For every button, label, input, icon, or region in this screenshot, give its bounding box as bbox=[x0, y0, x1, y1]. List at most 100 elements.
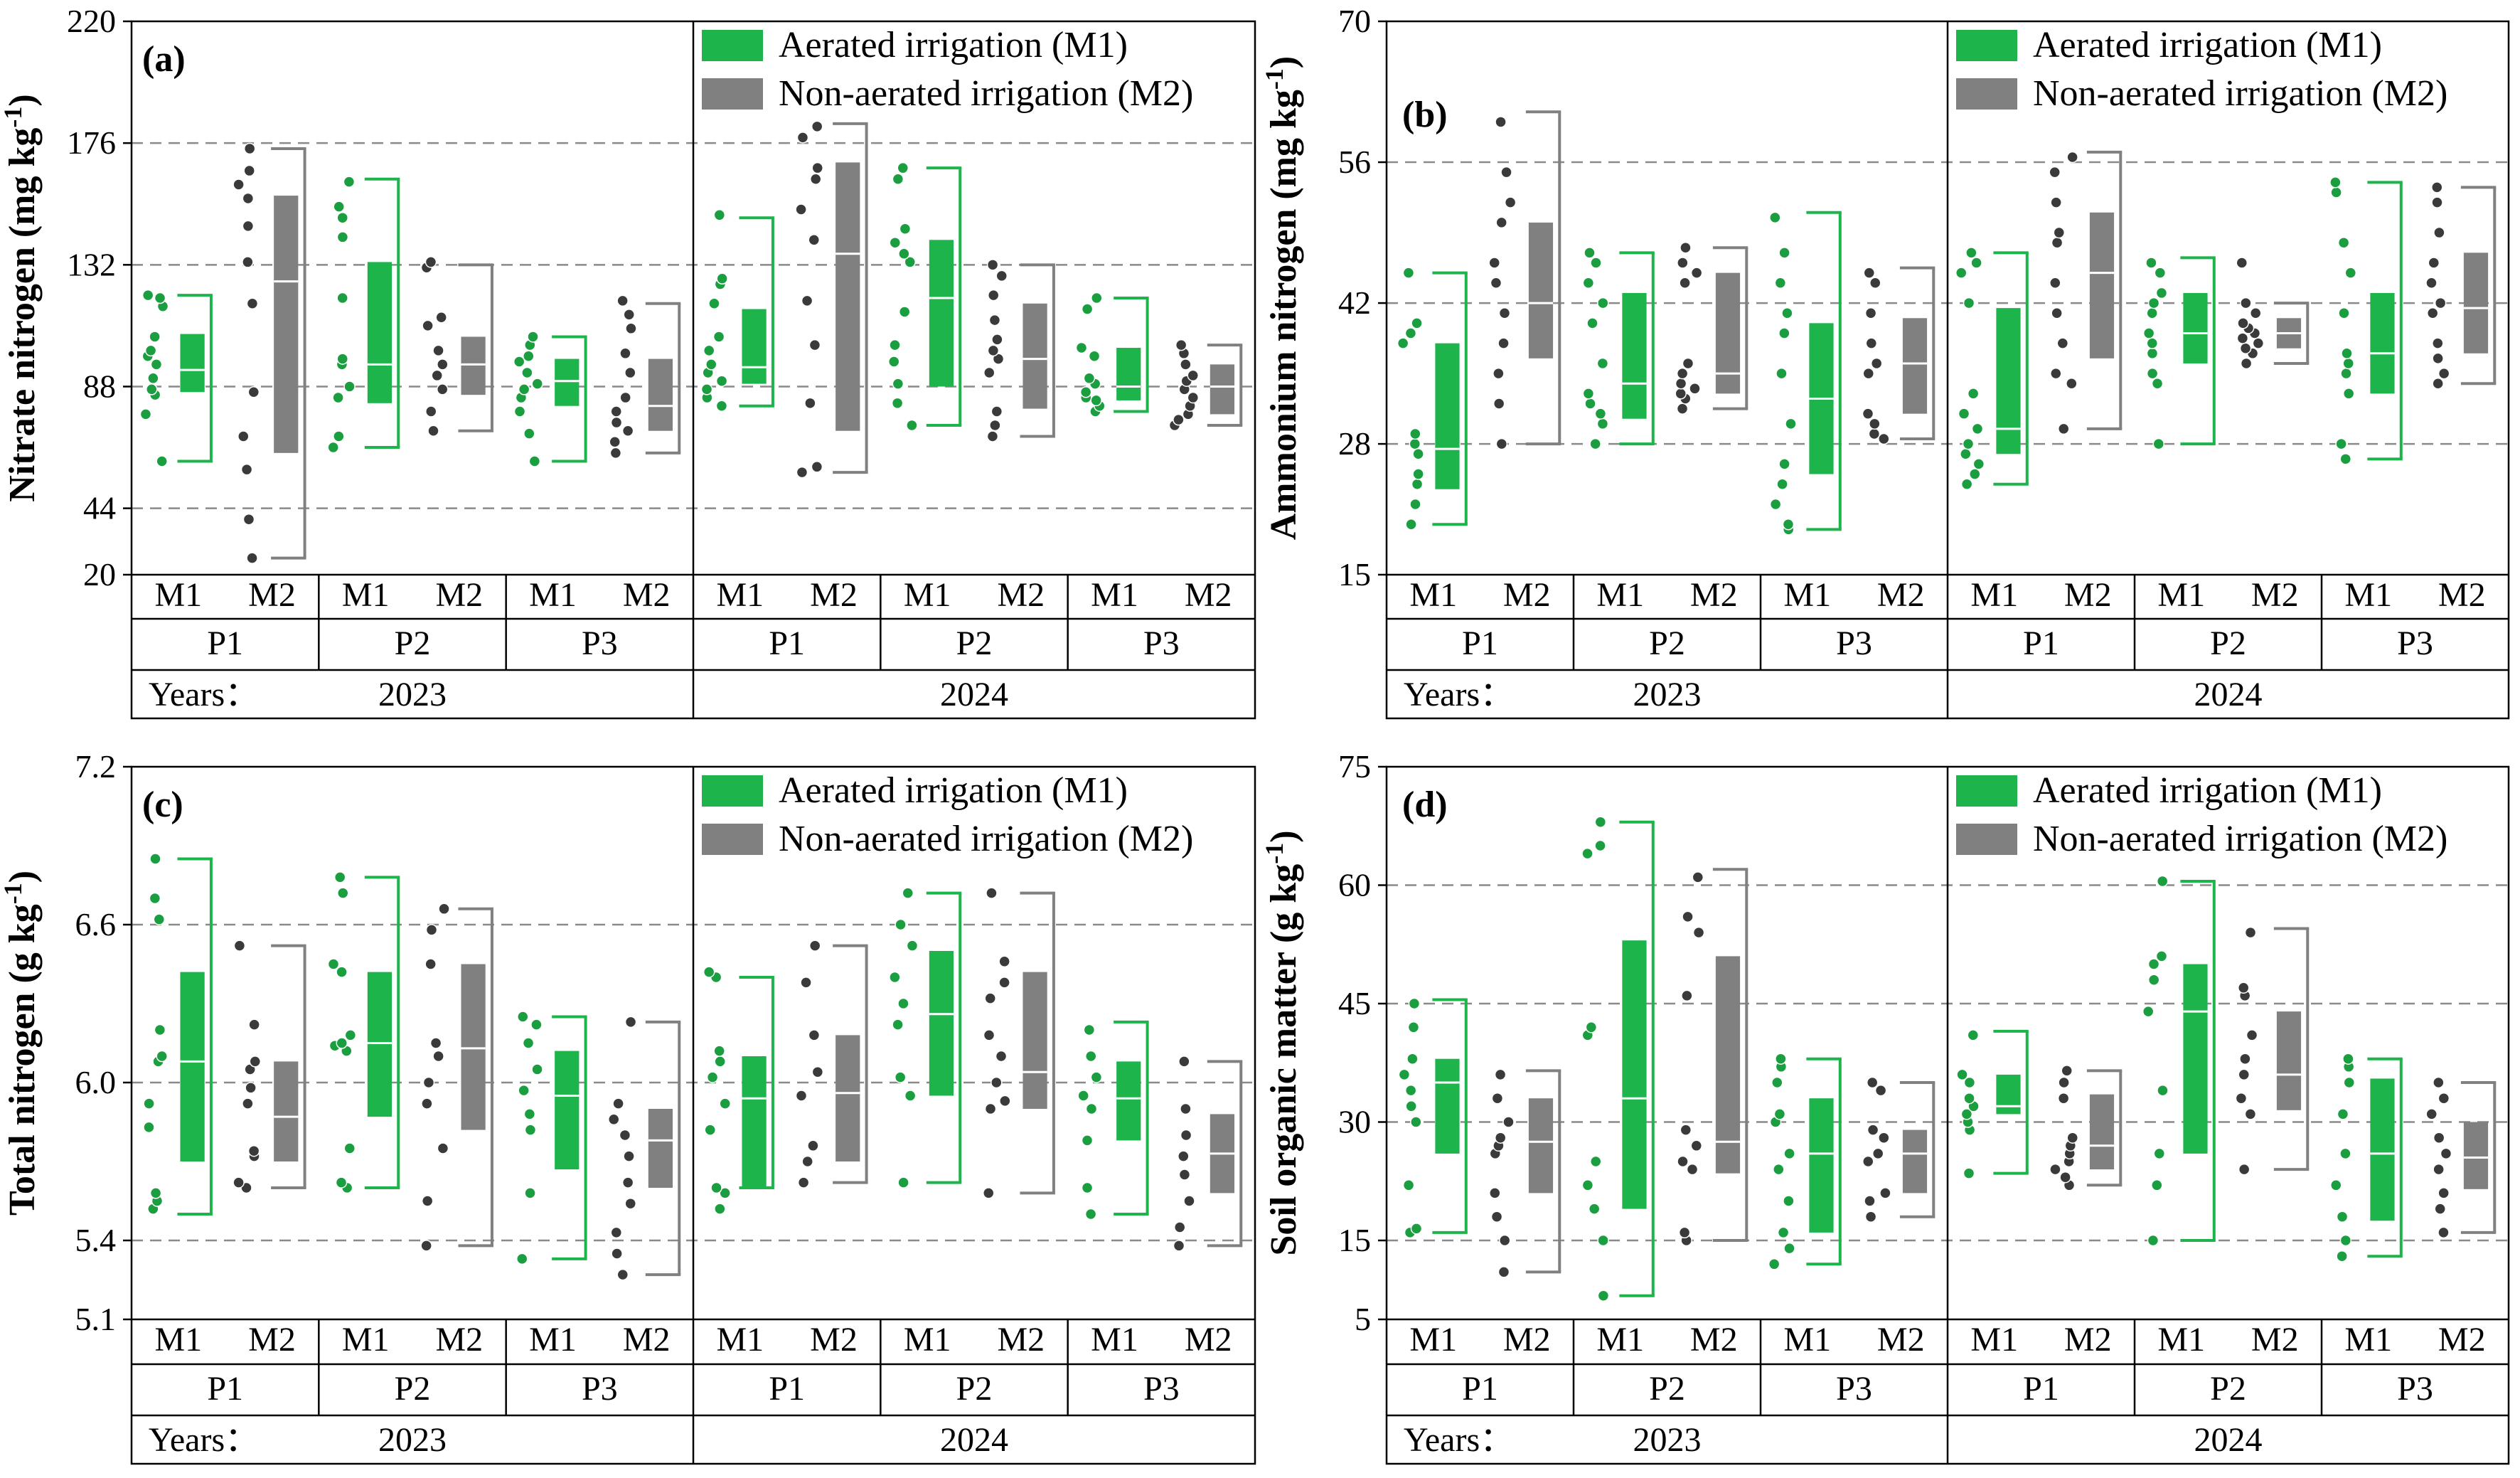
data-point bbox=[2156, 875, 2169, 888]
data-point bbox=[1404, 327, 1417, 339]
y-axis-title-main: Nitrate nitrogen (mg kg bbox=[2, 128, 43, 502]
data-point bbox=[719, 1097, 731, 1110]
data-point bbox=[2147, 297, 2160, 309]
data-point bbox=[1173, 1221, 1186, 1233]
method-label: M2 bbox=[248, 576, 296, 614]
box-iqr bbox=[1435, 343, 1460, 489]
data-point bbox=[237, 430, 250, 442]
panel-d: 5 15 30 45 60 75 Soil organic matter (g kg-1) (… bbox=[1260, 748, 2510, 1465]
method-label: M2 bbox=[1185, 576, 1232, 614]
data-point bbox=[1083, 372, 1096, 385]
data-point bbox=[705, 358, 717, 371]
data-point bbox=[983, 1187, 995, 1199]
y-tick-label: 5 bbox=[1355, 1301, 1371, 1337]
method-label: M2 bbox=[435, 576, 483, 614]
data-point bbox=[1504, 196, 1517, 208]
period-label: P3 bbox=[1143, 624, 1180, 662]
method-label: M2 bbox=[2438, 1321, 2486, 1359]
data-point bbox=[1493, 398, 1505, 410]
year-label-2023: 2023 bbox=[378, 676, 447, 713]
data-point bbox=[712, 331, 725, 343]
method-label: M1 bbox=[1091, 576, 1138, 614]
data-point bbox=[425, 405, 437, 418]
data-point bbox=[1686, 1163, 1699, 1176]
data-point bbox=[1412, 448, 1424, 460]
box-iqr bbox=[180, 972, 205, 1161]
data-point bbox=[1409, 498, 1421, 511]
data-point bbox=[1597, 1290, 1610, 1302]
data-point bbox=[1077, 1090, 1089, 1102]
data-point bbox=[336, 966, 348, 978]
y-axis-title-end: ) bbox=[1264, 830, 1304, 842]
box-iqr bbox=[2370, 1078, 2395, 1221]
data-point bbox=[1778, 247, 1790, 259]
data-point bbox=[1402, 1179, 1415, 1191]
data-point bbox=[800, 977, 812, 989]
legend-label-m2: Non-aerated irrigation (M2) bbox=[779, 73, 1193, 114]
data-point bbox=[1675, 388, 1687, 400]
data-point bbox=[1972, 458, 1985, 470]
data-point bbox=[233, 1176, 245, 1189]
data-point bbox=[1597, 297, 1609, 309]
data-point bbox=[808, 1029, 821, 1041]
data-point bbox=[984, 992, 996, 1004]
data-point bbox=[1405, 1100, 1417, 1112]
box-iqr bbox=[1715, 956, 1741, 1174]
data-point bbox=[1690, 1139, 1703, 1152]
data-point bbox=[2145, 257, 2157, 269]
data-point bbox=[2335, 437, 2347, 450]
box-iqr bbox=[1116, 348, 1141, 400]
data-point bbox=[1594, 816, 1607, 828]
data-point bbox=[524, 1124, 537, 1136]
data-point bbox=[715, 375, 728, 387]
data-point bbox=[715, 400, 728, 412]
data-point bbox=[1678, 1226, 1691, 1239]
data-point bbox=[1963, 1167, 1975, 1179]
data-point bbox=[898, 306, 911, 318]
data-point bbox=[1955, 267, 1968, 279]
data-point bbox=[1878, 432, 1890, 445]
method-label: M1 bbox=[716, 576, 764, 614]
data-point bbox=[1079, 386, 1092, 398]
data-point bbox=[518, 383, 530, 395]
panel-label: (b) bbox=[1402, 95, 1448, 135]
data-point bbox=[437, 358, 449, 371]
panel-label: (a) bbox=[142, 39, 186, 80]
method-label: M2 bbox=[1503, 1321, 1551, 1359]
data-point bbox=[2240, 357, 2253, 370]
data-point bbox=[1090, 1071, 1103, 1083]
box-iqr bbox=[1023, 972, 1047, 1109]
data-point bbox=[2438, 1187, 2450, 1199]
data-point bbox=[142, 289, 154, 302]
data-point bbox=[625, 322, 637, 335]
data-point bbox=[2431, 196, 2443, 208]
data-point bbox=[999, 1095, 1011, 1107]
data-point bbox=[522, 1037, 535, 1049]
data-point bbox=[1963, 1076, 1976, 1089]
data-point bbox=[1494, 1068, 1507, 1081]
method-label: M2 bbox=[1690, 576, 1738, 614]
box-iqr bbox=[648, 1109, 673, 1188]
data-point bbox=[2342, 357, 2354, 370]
data-point bbox=[149, 853, 161, 865]
box-iqr bbox=[742, 1056, 767, 1188]
y-tick-label: 15 bbox=[1338, 556, 1371, 592]
data-point bbox=[1970, 257, 1982, 269]
data-point bbox=[2050, 196, 2062, 208]
data-point bbox=[2059, 1171, 2071, 1184]
y-axis-title-sup: -1 bbox=[0, 883, 27, 904]
data-point bbox=[242, 192, 255, 205]
data-point bbox=[1676, 367, 1689, 380]
data-point bbox=[1088, 350, 1101, 362]
data-point bbox=[796, 466, 808, 479]
data-point bbox=[513, 405, 526, 418]
box-iqr bbox=[1715, 272, 1741, 394]
year-label-2024: 2024 bbox=[940, 676, 1008, 713]
data-point bbox=[719, 1187, 731, 1199]
data-point bbox=[623, 309, 635, 321]
data-point bbox=[1502, 1116, 1515, 1128]
data-point bbox=[2330, 186, 2342, 198]
data-point bbox=[517, 1011, 529, 1023]
data-point bbox=[2339, 453, 2352, 465]
data-point bbox=[609, 447, 622, 459]
